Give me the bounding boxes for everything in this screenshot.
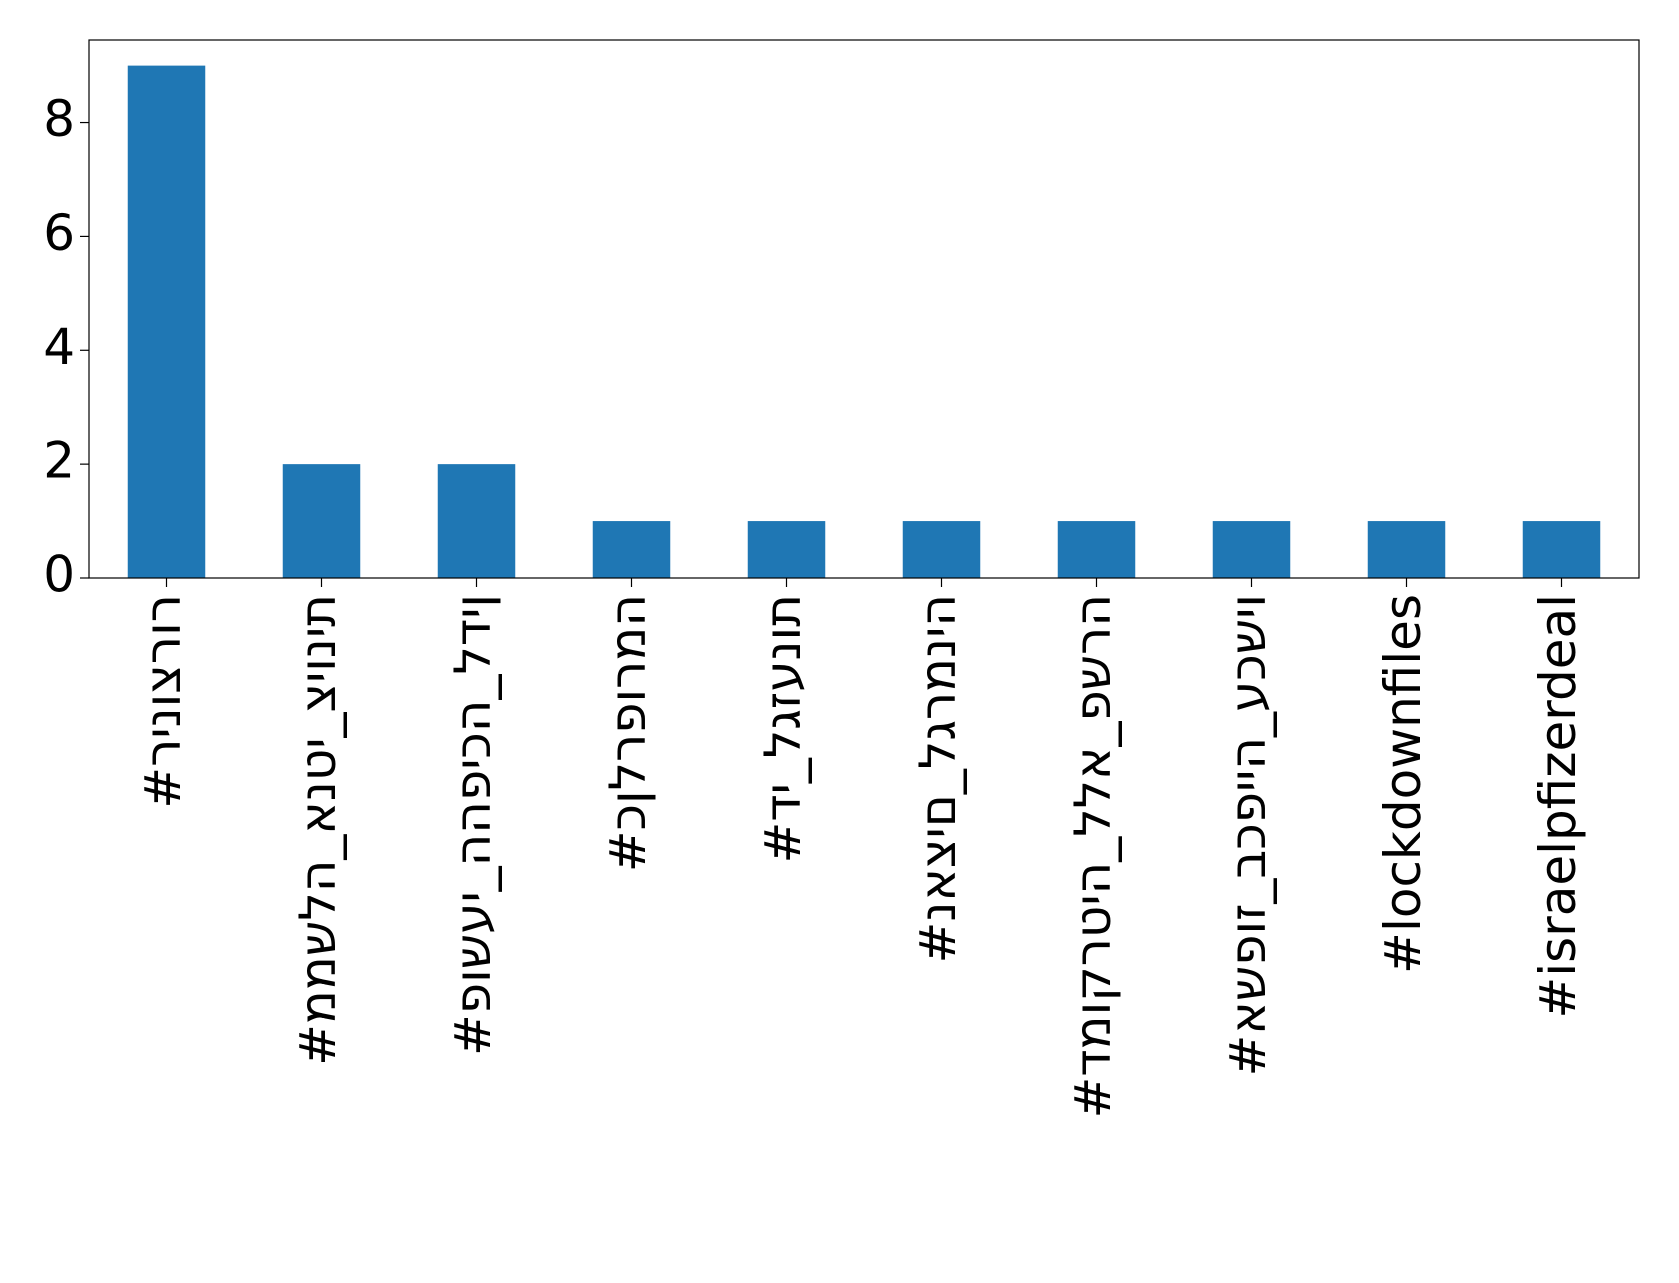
bar: [1522, 521, 1601, 578]
x-tick-label: #רינוצרור: [134, 594, 192, 809]
bar: [592, 521, 671, 578]
bar: [282, 464, 361, 578]
x-tick-label: #די_לגזענות: [754, 594, 812, 864]
bar: [747, 521, 826, 578]
bar: [437, 464, 516, 578]
y-tick-label: 6: [43, 204, 75, 262]
x-tick-label: #אשפוז_בכפייה_עכשיו: [1219, 594, 1277, 1076]
y-tick-label: 2: [43, 432, 75, 490]
x-tick-label: #נאצים_לגרמניה: [909, 594, 967, 963]
bar: [1212, 521, 1291, 578]
bar: [127, 65, 206, 579]
bar: [902, 521, 981, 578]
x-tick-label: #פושעי_ההפיכה_לדין: [444, 594, 502, 1056]
x-tick-label: #israelpfizerdeal: [1529, 594, 1587, 1019]
axes-frame: [88, 39, 1640, 579]
x-tick-label: #ממשלה_אנטי_ציונית: [289, 594, 347, 1066]
x-tick-label: #lockdownfiles: [1374, 594, 1432, 974]
x-tick-label: #דמוקרטיה_ללא_פשרה: [1064, 594, 1122, 1119]
bar: [1367, 521, 1446, 578]
y-tick-label: 0: [43, 546, 75, 604]
bar: [1057, 521, 1136, 578]
x-tick-label: #כןלרפורמה: [599, 594, 657, 872]
y-tick-label: 4: [43, 318, 75, 376]
y-tick-label: 8: [43, 90, 75, 148]
